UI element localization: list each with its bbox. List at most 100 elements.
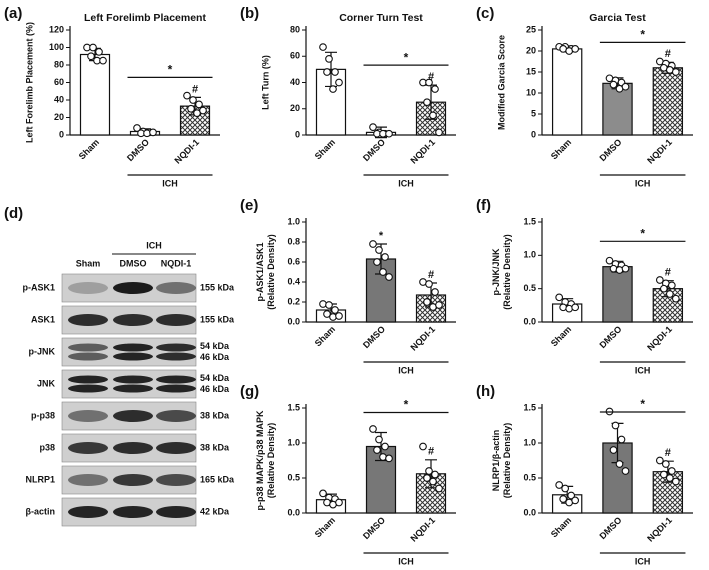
data-point [319, 43, 327, 51]
y-axis-label: p-JNK/JNK [491, 248, 501, 296]
blot-band [68, 410, 108, 422]
size-label: 38 kDa [200, 442, 230, 452]
significance-mark: * [404, 50, 409, 64]
blot-band [113, 282, 153, 294]
data-point [621, 264, 630, 273]
x-tick-label: Sham [313, 515, 337, 539]
blot-band [156, 474, 196, 486]
x-tick-label: Sham [313, 137, 337, 161]
data-point [331, 306, 339, 314]
y-axis-label: p-ASK1/ASK1 [255, 242, 265, 301]
data-point [329, 85, 337, 93]
data-point [423, 98, 431, 107]
y-tick-label: 1.0 [523, 250, 536, 260]
blot-band [113, 474, 153, 486]
y-tick-label: 1.0 [523, 437, 536, 447]
y-tick-label: 20 [54, 112, 64, 122]
data-point [435, 301, 443, 309]
chart-title: Corner Turn Test [339, 12, 423, 24]
significance-mark: * [640, 397, 645, 411]
data-point [379, 268, 387, 276]
data-point [325, 301, 333, 309]
significance-mark: # [428, 446, 434, 458]
data-point [617, 435, 626, 444]
data-point [431, 85, 439, 93]
data-point [323, 68, 331, 76]
blot-band [68, 442, 108, 454]
data-point [369, 123, 377, 131]
x-tick-label: DMSO [597, 324, 623, 350]
y-tick-label: 25 [526, 24, 536, 34]
blot-band [68, 352, 108, 361]
y-tick-label: 0.0 [523, 507, 536, 517]
blot-band [113, 343, 153, 352]
data-point [95, 48, 103, 56]
data-point [671, 477, 680, 486]
group-label: ICH [398, 365, 414, 375]
row-label: NLRP1 [25, 474, 55, 484]
blot-band [156, 352, 196, 361]
y-tick-label: 1.5 [523, 402, 536, 412]
blot-band [68, 314, 108, 326]
data-point [561, 484, 570, 493]
y-tick-label: 15 [526, 66, 536, 76]
x-tick-label: DMSO [597, 137, 623, 163]
x-tick-label: NQDI-1 [172, 137, 201, 166]
y-tick-label: 0 [59, 129, 64, 139]
y-axis-label: Left Forelimb Placement (%) [24, 22, 34, 143]
data-point [385, 454, 393, 463]
bar [652, 67, 684, 136]
panel-label: (d) [4, 205, 23, 222]
data-point [665, 474, 674, 482]
significance-mark: * [640, 28, 645, 42]
size-label: 155 kDa [200, 314, 235, 324]
data-point [435, 128, 443, 137]
data-point [381, 253, 389, 261]
data-point [331, 68, 339, 76]
y-tick-label: 1.5 [287, 402, 300, 412]
significance-mark: # [428, 71, 434, 83]
data-point [323, 310, 331, 318]
significance-mark: * [404, 398, 409, 412]
x-tick-label: Sham [549, 137, 573, 161]
y-tick-label: 0.5 [523, 472, 536, 482]
data-point [335, 312, 343, 320]
significance-mark: * [168, 63, 173, 77]
data-point [621, 82, 630, 91]
y-tick-label: 0.0 [287, 316, 300, 326]
panel-label: (b) [240, 5, 259, 22]
y-tick-label: 0.0 [287, 507, 300, 517]
x-tick-label: Sham [313, 324, 337, 348]
blot-band [156, 506, 196, 518]
data-point [555, 293, 564, 302]
data-point [89, 43, 97, 52]
y-tick-label: 0.5 [523, 283, 536, 293]
significance-mark: # [665, 267, 671, 279]
data-point [195, 100, 203, 109]
column-label: DMSO [120, 258, 147, 268]
blot-band [156, 442, 196, 454]
y-tick-label: 0.0 [523, 316, 536, 326]
size-label: 54 kDa [200, 373, 230, 383]
blot-band [156, 375, 196, 384]
significance-mark: * [640, 227, 645, 241]
y-tick-label: 1.0 [287, 437, 300, 447]
data-point [609, 80, 618, 89]
blot-band [156, 384, 196, 393]
column-label: NQDI-1 [161, 258, 192, 268]
significance-mark: # [428, 269, 434, 281]
data-point [671, 294, 680, 303]
data-point [423, 474, 431, 482]
blot-band [113, 314, 153, 326]
panel-label: (f) [476, 197, 491, 214]
y-tick-label: 0.8 [287, 236, 300, 246]
data-point [611, 421, 620, 430]
x-tick-label: NQDI-1 [645, 515, 674, 544]
x-tick-label: DMSO [361, 515, 387, 541]
size-label: 46 kDa [200, 384, 230, 394]
data-point [319, 489, 327, 498]
blot-band [68, 343, 108, 352]
x-tick-label: NQDI-1 [408, 515, 437, 544]
x-tick-label: NQDI-1 [645, 324, 674, 353]
